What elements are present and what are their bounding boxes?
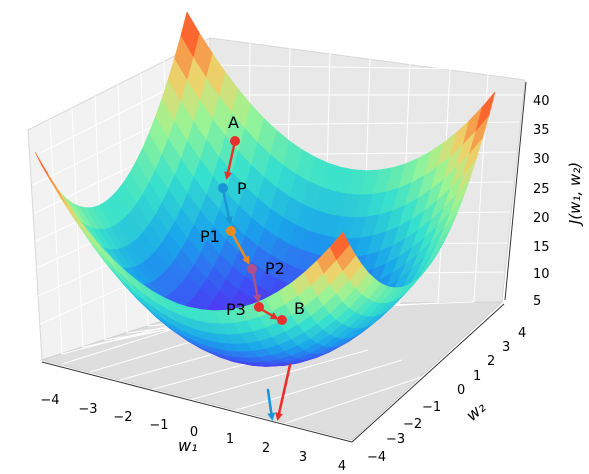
z-tick-label: 40 bbox=[533, 94, 550, 109]
y-axis-label: w₂ bbox=[462, 397, 490, 425]
label-a: A bbox=[228, 113, 239, 132]
red-gradient-arrow bbox=[275, 363, 292, 421]
x-tick-label: −1 bbox=[149, 418, 168, 433]
floor-pane bbox=[40, 301, 504, 441]
z-tick-label: 20 bbox=[533, 211, 550, 226]
label-p: P bbox=[237, 179, 247, 198]
point-a bbox=[230, 136, 240, 146]
loss-surface bbox=[34, 11, 496, 367]
x-axis-label: w₁ bbox=[178, 436, 198, 455]
z-tick-label: 15 bbox=[533, 240, 550, 255]
y-tick-label: 4 bbox=[518, 326, 526, 341]
axis-lines bbox=[41, 81, 527, 443]
x-tick-label: 1 bbox=[226, 432, 234, 447]
arrow-p3-to-b bbox=[259, 307, 279, 320]
y-tick-label: 3 bbox=[502, 340, 510, 355]
y-tick-label: 1 bbox=[473, 369, 481, 384]
y-tick-label: −1 bbox=[422, 400, 441, 415]
point-p2 bbox=[247, 264, 257, 274]
z-tick-label: 35 bbox=[533, 123, 550, 138]
x-tick-label: 4 bbox=[338, 459, 346, 474]
point-b bbox=[277, 315, 287, 325]
y-tick-label: 0 bbox=[457, 383, 465, 398]
y-axis-line bbox=[351, 303, 505, 443]
z-tick-label: 25 bbox=[533, 182, 550, 197]
surface-patch bbox=[329, 231, 350, 261]
y-axis-ticks: −4 −3 −2 −1 0 1 2 3 4 bbox=[367, 326, 526, 465]
z-axis-ticks: 5 10 15 20 25 30 35 40 bbox=[533, 94, 550, 309]
path-points bbox=[218, 136, 287, 325]
y-tick-label: −2 bbox=[403, 417, 422, 432]
x-tick-label: −4 bbox=[40, 393, 59, 408]
z-tick-label: 10 bbox=[533, 267, 550, 282]
gradient-arrows bbox=[266, 363, 292, 421]
point-labels: A P P1 P2 P3 B bbox=[200, 113, 305, 319]
x-axis-ticks: −4 −3 −2 −1 0 1 2 3 4 bbox=[40, 393, 346, 474]
label-p3: P3 bbox=[226, 300, 246, 319]
arrow-p1-to-p2 bbox=[230, 231, 250, 265]
descent-path bbox=[221, 139, 279, 320]
z-axis-line bbox=[504, 81, 527, 301]
point-p1 bbox=[226, 226, 236, 236]
point-p3 bbox=[254, 302, 264, 312]
x-tick-label: −2 bbox=[113, 410, 132, 425]
x-axis-line bbox=[41, 361, 353, 443]
point-p bbox=[218, 183, 228, 193]
x-tick-label: 2 bbox=[262, 441, 270, 456]
blue-gradient-arrow bbox=[266, 388, 276, 421]
y-tick-label: −4 bbox=[367, 450, 386, 465]
z-tick-label: 5 bbox=[533, 294, 541, 309]
z-axis-label: J(w₁, w₂) bbox=[566, 162, 584, 227]
label-b: B bbox=[294, 299, 305, 318]
y-tick-label: 2 bbox=[487, 354, 495, 369]
x-tick-label: 3 bbox=[299, 450, 307, 465]
arrow-a-to-p bbox=[224, 139, 237, 180]
x-tick-label: −3 bbox=[78, 402, 97, 417]
y-tick-label: −3 bbox=[386, 432, 405, 447]
arrow-p-to-p1 bbox=[221, 188, 233, 225]
label-p2: P2 bbox=[265, 259, 285, 278]
arrow-p2-to-p3 bbox=[251, 270, 262, 303]
z-tick-label: 30 bbox=[533, 152, 550, 167]
x-tick-label: 0 bbox=[190, 425, 198, 440]
label-p1: P1 bbox=[200, 227, 220, 246]
